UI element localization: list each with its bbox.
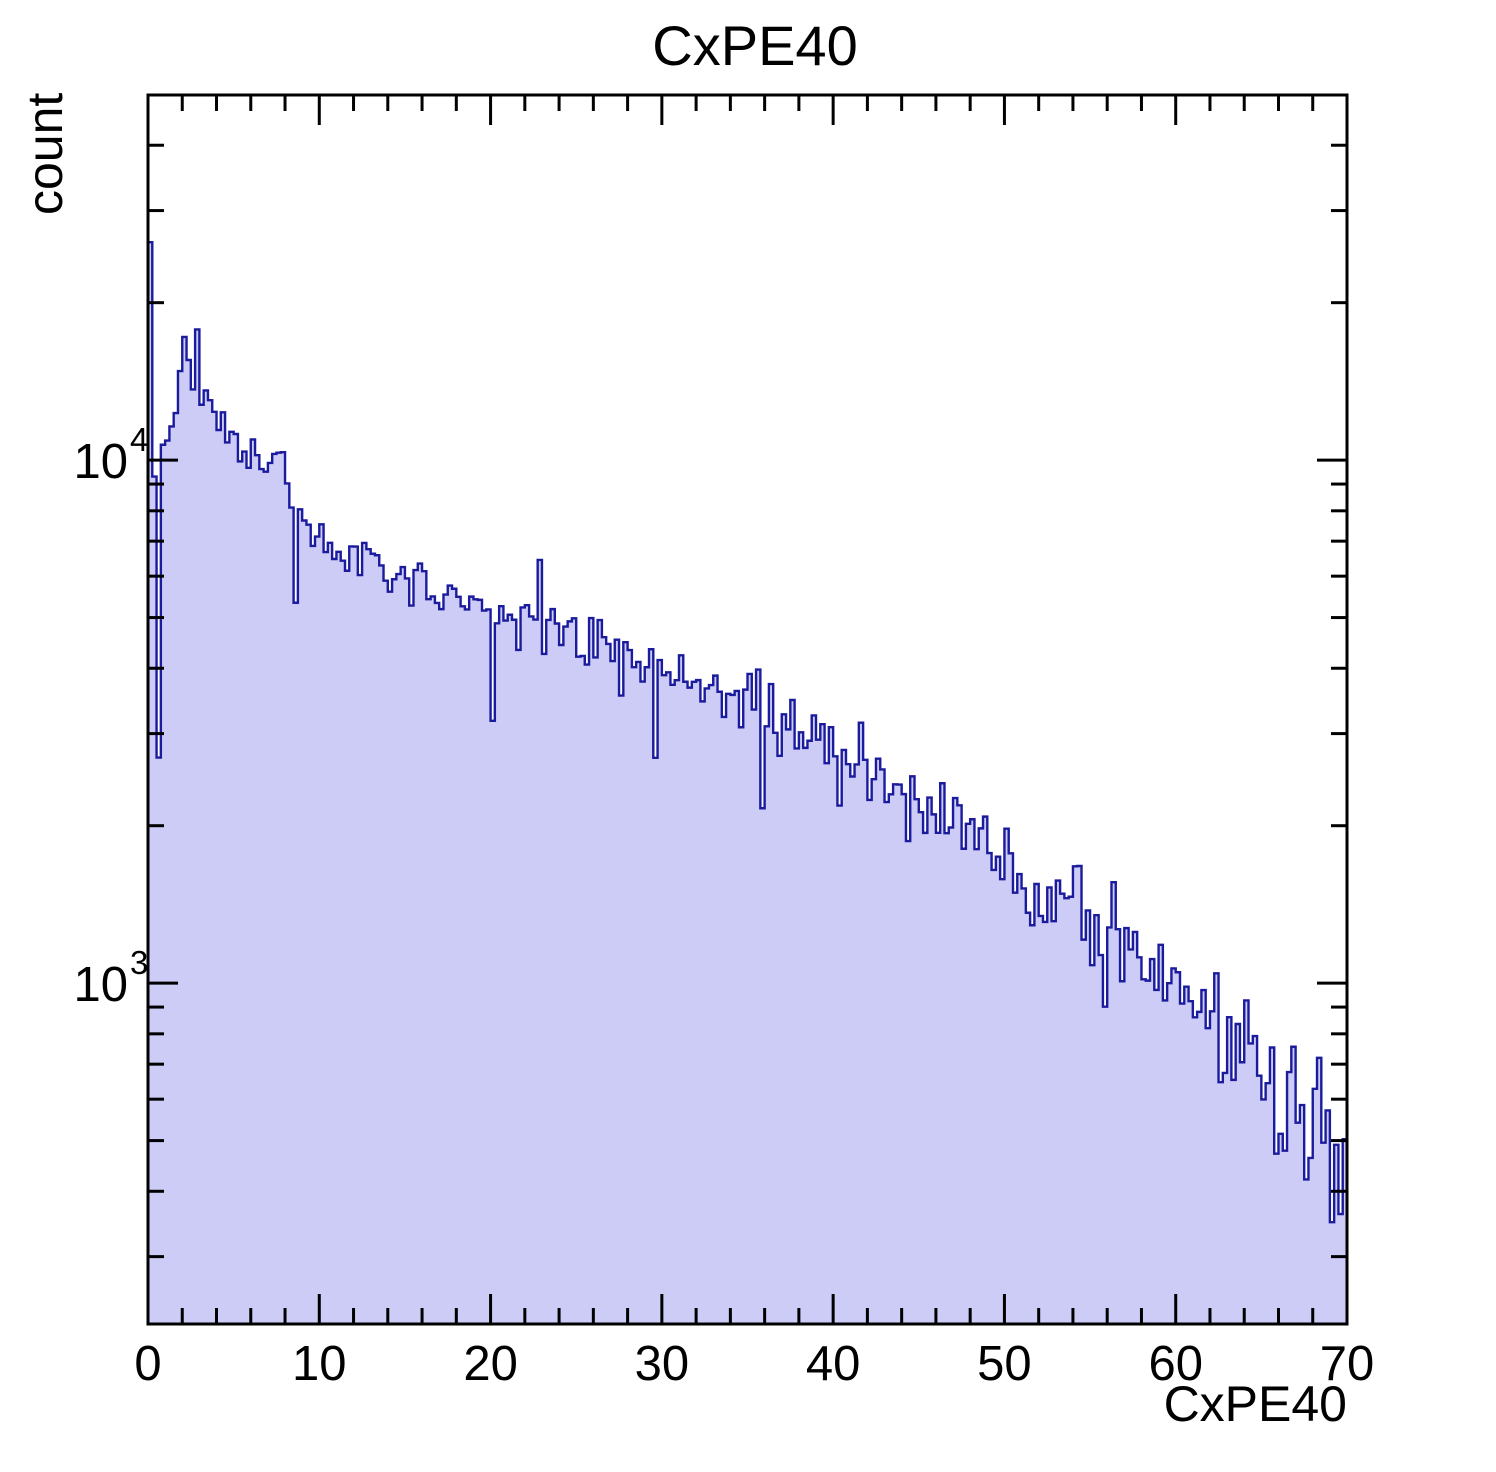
y-tick-exponent: 3 xyxy=(130,944,148,981)
x-tick-label: 70 xyxy=(1320,1337,1375,1391)
y-tick-mantissa: 10 xyxy=(73,958,128,1012)
y-tick-exponent: 4 xyxy=(130,421,148,458)
x-tick-label: 40 xyxy=(806,1337,861,1391)
histogram-series xyxy=(146,241,1349,1325)
histogram-fill xyxy=(148,242,1347,1325)
page-title: CxPE40 xyxy=(652,14,857,77)
y-axis-title: count xyxy=(17,93,73,215)
x-tick-label: 60 xyxy=(1148,1337,1203,1391)
x-axis-tick-labels: 0 10 20 30 40 50 60 70 xyxy=(134,1337,1374,1391)
x-tick-label: 20 xyxy=(463,1337,518,1391)
x-axis-title: CxPE40 xyxy=(1164,1376,1347,1432)
y-tick-label: 10 3 xyxy=(73,944,148,1012)
histogram-outline xyxy=(146,241,1349,1324)
y-axis-ticks xyxy=(148,143,1347,1259)
y-tick-mantissa: 10 xyxy=(73,435,128,489)
x-axis-ticks xyxy=(146,95,1349,1324)
x-tick-label: 50 xyxy=(977,1337,1032,1391)
x-tick-label: 30 xyxy=(635,1337,690,1391)
x-tick-label: 10 xyxy=(292,1337,347,1391)
y-tick-label: 10 4 xyxy=(73,421,148,489)
x-tick-label: 0 xyxy=(134,1337,161,1391)
